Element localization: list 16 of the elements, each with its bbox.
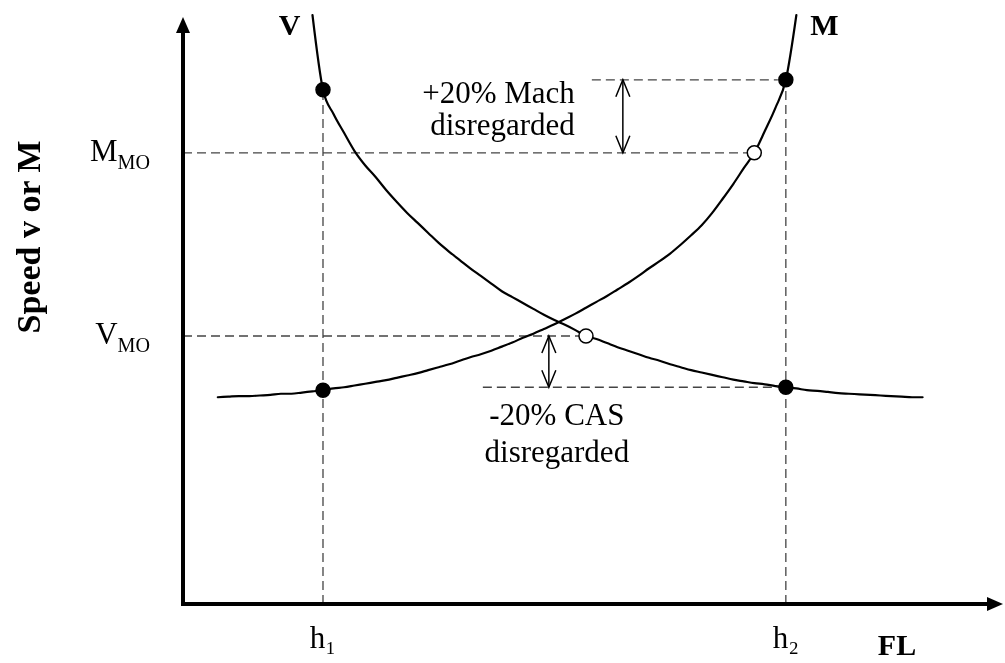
series-label: V xyxy=(278,8,301,41)
point xyxy=(778,379,794,395)
ref-line-label: V$_{MO}$ xyxy=(95,316,150,356)
x-axis-title: FL xyxy=(877,628,917,661)
point xyxy=(778,72,794,88)
y-axis-title: Speed v or M xyxy=(10,140,47,334)
point xyxy=(315,382,331,398)
point xyxy=(578,328,594,344)
x-tick-label: h₂ xyxy=(772,620,799,655)
point xyxy=(746,145,763,161)
series-label: M xyxy=(810,8,839,41)
ref-line-label: M$_{MO}$ xyxy=(89,132,150,173)
x-tick-label: h₁ xyxy=(309,620,337,655)
point xyxy=(315,82,331,98)
annotation: +20% Mach disregarded xyxy=(422,75,576,143)
annotation: -20% CAS disregarded xyxy=(484,397,630,470)
